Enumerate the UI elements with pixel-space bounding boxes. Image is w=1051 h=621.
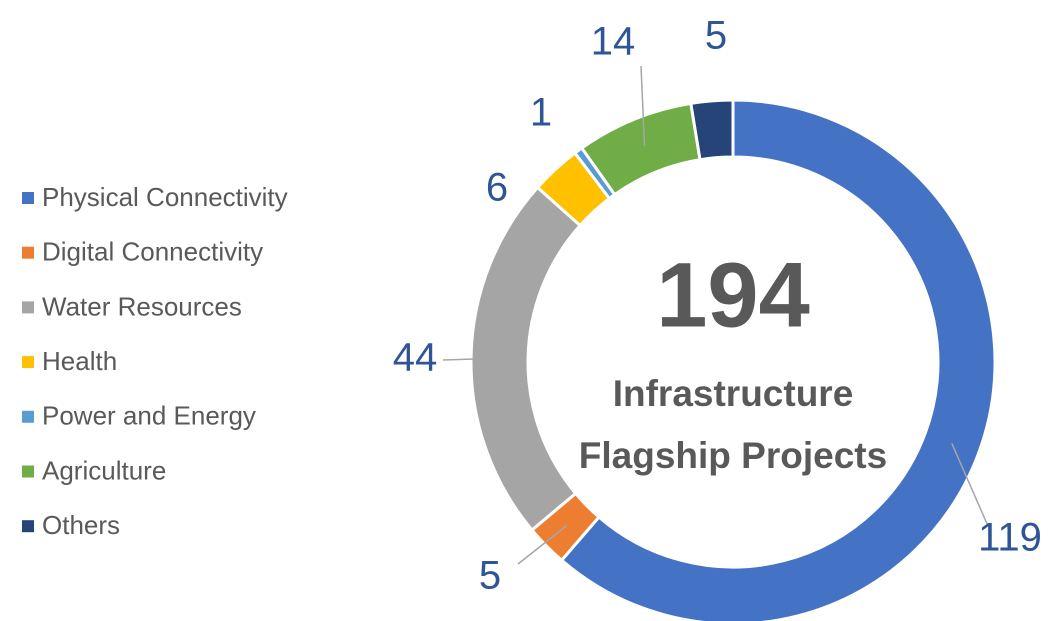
leader-line (951, 443, 989, 527)
donut-slice (469, 185, 583, 533)
legend-swatch (22, 465, 34, 478)
data-label: 14 (591, 20, 636, 64)
legend-label: Power and Energy (42, 401, 256, 431)
leader-line (640, 65, 646, 146)
legend-swatch (22, 356, 34, 369)
data-label: 5 (705, 14, 727, 58)
data-label: 6 (486, 166, 508, 210)
center-label: Flagship Projects (579, 435, 887, 476)
center-label: Infrastructure (613, 373, 854, 414)
center-value: 194 (656, 244, 810, 346)
data-label: 44 (393, 336, 438, 380)
legend-label: Water Resources (42, 291, 242, 321)
leader-line (442, 357, 500, 361)
legend-label: Health (42, 346, 117, 376)
legend-swatch (22, 410, 34, 423)
leader-line (517, 525, 568, 565)
donut-slice (559, 98, 997, 621)
data-label: 1 (530, 91, 552, 135)
legend-label: Physical Connectivity (42, 182, 288, 212)
legend-swatch (22, 301, 34, 314)
donut-slice (579, 101, 702, 197)
donut-slice (535, 150, 612, 228)
data-label: 119 (978, 516, 1042, 560)
legend-swatch (22, 520, 34, 533)
legend-swatch (22, 192, 34, 204)
legend-label: Agriculture (42, 455, 166, 485)
legend-label: Digital Connectivity (42, 237, 263, 267)
legend-swatch (22, 246, 34, 259)
data-label: 5 (479, 554, 501, 598)
legend-label: Others (42, 510, 120, 540)
